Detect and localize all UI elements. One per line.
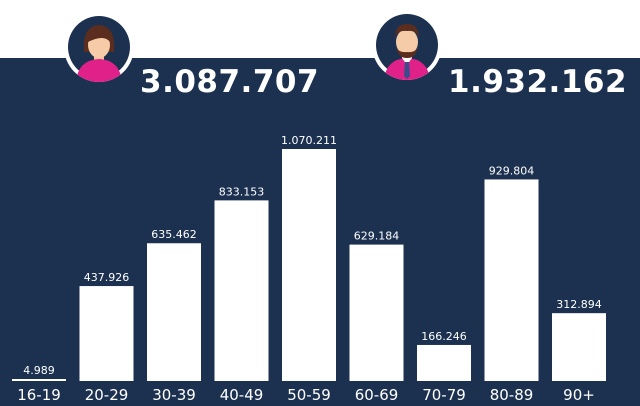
bar-value-label: 833.153: [219, 185, 265, 198]
bar-60-69: [349, 244, 404, 381]
bar-value-label: 166.246: [421, 330, 467, 343]
bar-70-79: [417, 344, 471, 381]
category-label: 50-59: [287, 386, 331, 404]
bar-value-label: 1.070.211: [281, 134, 337, 147]
bar-16-19: [12, 379, 66, 381]
bar-value-label: 437.926: [84, 271, 130, 284]
bar-90+: [552, 313, 606, 381]
bar-value-label: 629.184: [354, 230, 400, 243]
category-label: 60-69: [355, 386, 399, 404]
bar-20-29: [79, 286, 134, 381]
bar-value-label: 4.989: [23, 364, 55, 377]
female-total: 3.087.707: [140, 64, 320, 100]
category-label: 30-39: [152, 386, 196, 404]
man-avatar-icon: [372, 10, 442, 80]
category-label: 20-29: [85, 386, 129, 404]
category-label: 80-89: [490, 386, 534, 404]
bar-80-89: [484, 179, 539, 381]
bar-value-label: 312.894: [556, 298, 602, 311]
bar-50-59: [282, 149, 336, 381]
category-label: 70-79: [422, 386, 466, 404]
bar-value-label: 635.462: [151, 228, 197, 241]
male-total: 1.932.162: [448, 64, 628, 100]
category-label: 90+: [563, 386, 595, 404]
bar-40-49: [214, 200, 269, 381]
bar-30-39: [147, 243, 201, 381]
category-label: 16-19: [17, 386, 61, 404]
category-label: 40-49: [220, 386, 264, 404]
woman-avatar-icon: [64, 12, 134, 82]
bar-value-label: 929.804: [489, 164, 535, 177]
